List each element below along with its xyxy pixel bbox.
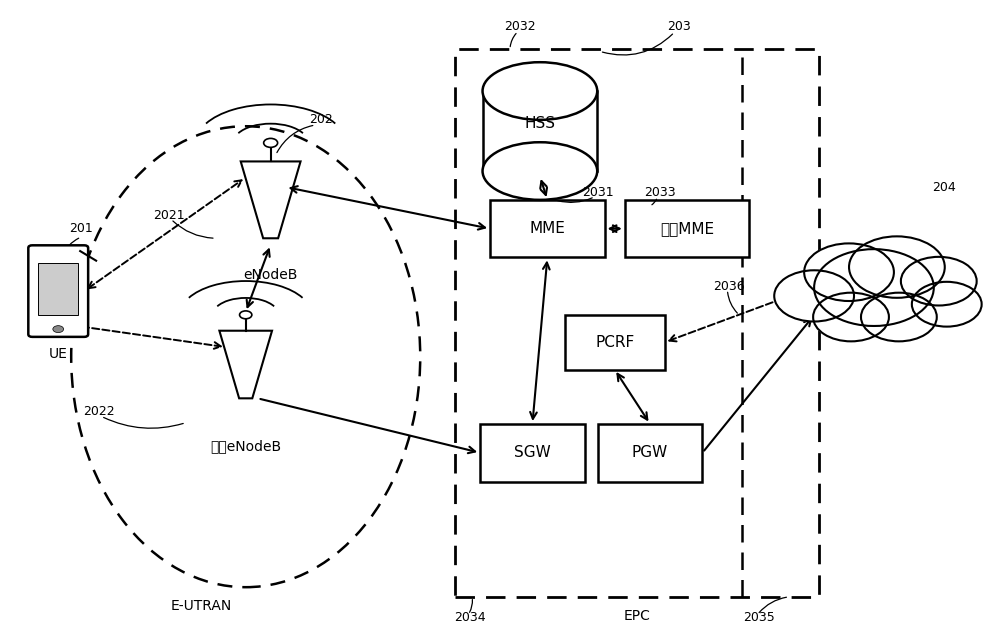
- Circle shape: [901, 257, 977, 305]
- Text: 2033: 2033: [644, 186, 675, 199]
- Text: PCRF: PCRF: [595, 335, 634, 350]
- Text: 2036: 2036: [714, 280, 745, 293]
- Text: HSS: HSS: [524, 116, 555, 131]
- Circle shape: [53, 325, 64, 332]
- Bar: [598, 424, 702, 482]
- Polygon shape: [219, 331, 272, 398]
- Circle shape: [814, 249, 934, 326]
- Text: 202: 202: [309, 113, 332, 126]
- Text: 2022: 2022: [83, 404, 115, 418]
- Bar: [565, 315, 665, 370]
- Text: 204: 204: [932, 181, 956, 194]
- Ellipse shape: [483, 62, 597, 120]
- Text: PGW: PGW: [632, 445, 668, 460]
- Text: 其它eNodeB: 其它eNodeB: [210, 439, 281, 453]
- FancyBboxPatch shape: [28, 246, 88, 337]
- Bar: [490, 200, 605, 257]
- Text: IP业务: IP业务: [864, 284, 894, 298]
- Bar: [625, 200, 749, 257]
- Text: 203: 203: [668, 21, 691, 33]
- Text: EPC: EPC: [623, 609, 650, 623]
- Bar: [483, 91, 597, 171]
- Circle shape: [861, 293, 937, 341]
- Text: SGW: SGW: [514, 445, 551, 460]
- Text: 2032: 2032: [504, 21, 536, 33]
- Text: 2035: 2035: [743, 611, 775, 624]
- Circle shape: [813, 293, 889, 341]
- Polygon shape: [241, 161, 301, 239]
- Text: 其它MME: 其它MME: [660, 221, 714, 236]
- Bar: [38, 264, 78, 315]
- Text: eNodeB: eNodeB: [243, 268, 298, 282]
- Text: 2034: 2034: [454, 611, 486, 624]
- Circle shape: [912, 282, 982, 327]
- Text: 2021: 2021: [153, 210, 185, 222]
- Circle shape: [240, 311, 252, 319]
- Text: UE: UE: [49, 347, 68, 361]
- Bar: [480, 424, 585, 482]
- Text: E-UTRAN: E-UTRAN: [170, 599, 231, 613]
- Circle shape: [774, 270, 854, 322]
- Bar: [455, 50, 819, 597]
- Text: MME: MME: [529, 221, 565, 236]
- Circle shape: [849, 237, 945, 298]
- Text: 2031: 2031: [582, 186, 614, 199]
- Ellipse shape: [483, 142, 597, 200]
- Circle shape: [804, 244, 894, 301]
- Text: 201: 201: [69, 222, 93, 235]
- Circle shape: [264, 138, 278, 147]
